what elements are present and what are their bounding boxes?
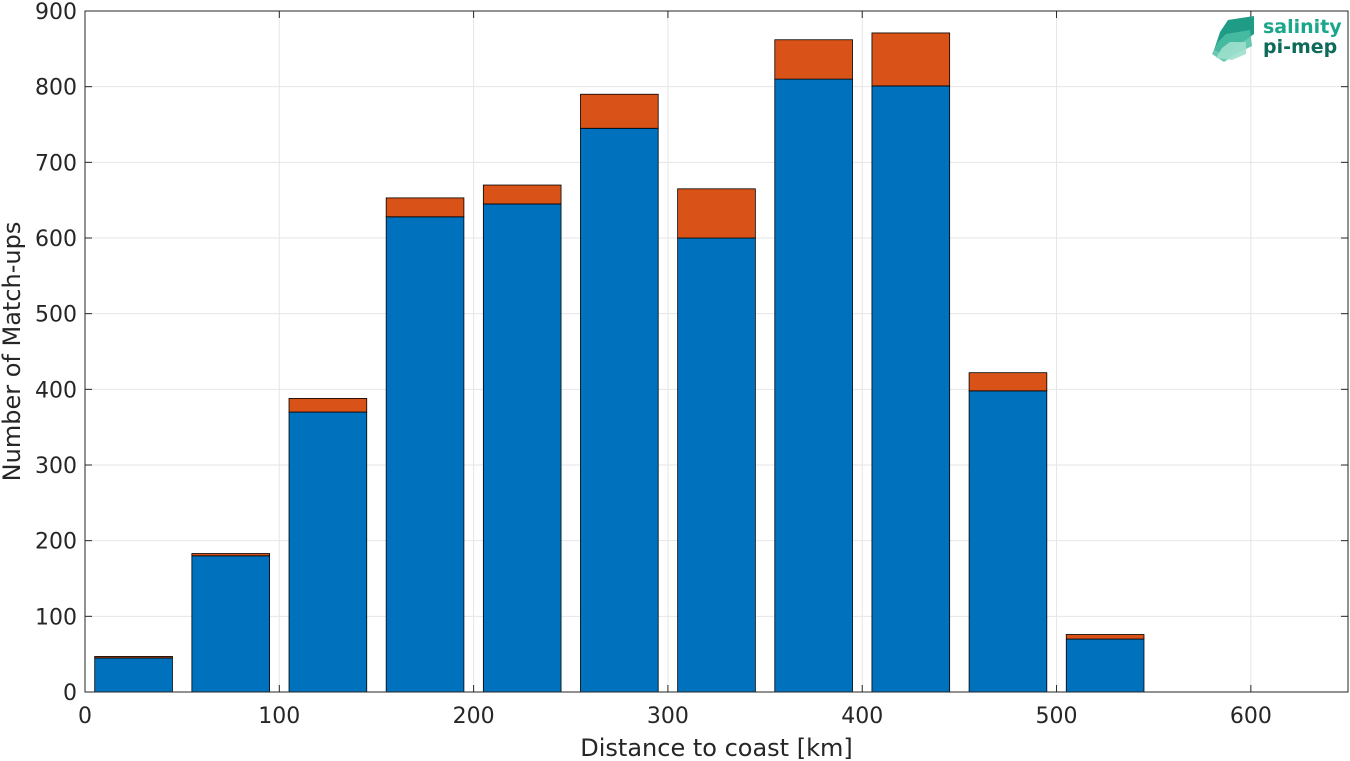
bars [94, 32, 1145, 693]
bar-segment-2 [288, 398, 368, 413]
bar-segment-1 [288, 411, 368, 693]
tick-labels: 0 100 200 300 400 500 600 0 100 200 300 400 500 600 70… [35, 0, 1272, 729]
logo-text-line2: pi-mep [1263, 36, 1337, 58]
bar-segment-2 [482, 184, 562, 205]
y-tick-label: 500 [35, 303, 77, 328]
bar-segment-1 [385, 216, 465, 693]
bar-segment-2 [191, 553, 270, 557]
x-tick-label: 500 [1036, 704, 1078, 729]
bar-segment-1 [580, 127, 659, 693]
bar-segment-1 [191, 555, 270, 693]
bar-segment-1 [677, 237, 756, 693]
y-tick-label: 600 [35, 227, 77, 252]
x-tick-label: 200 [453, 704, 495, 729]
x-tick-label: 400 [841, 704, 883, 729]
y-tick-label: 200 [35, 530, 77, 555]
y-tick-label: 900 [35, 0, 77, 25]
x-tick-label: 0 [78, 704, 92, 729]
y-tick-label: 0 [63, 681, 77, 706]
wave-icon [1212, 16, 1254, 62]
bar-segment-2 [94, 656, 173, 659]
logo-text-line1: salinity [1263, 16, 1342, 38]
bar-segment-2 [1065, 634, 1145, 640]
bar-segment-1 [871, 85, 951, 693]
y-tick-label: 400 [35, 378, 77, 403]
y-axis-title: Number of Match-ups [0, 222, 26, 482]
x-axis-title: Distance to coast [km] [580, 734, 852, 761]
bar-segment-2 [580, 93, 659, 129]
y-tick-label: 800 [35, 76, 77, 101]
bar-segment-2 [677, 188, 756, 239]
x-tick-label: 600 [1230, 704, 1272, 729]
bar-segment-1 [482, 203, 562, 693]
y-tick-label: 300 [35, 454, 77, 479]
y-tick-label: 100 [35, 605, 77, 630]
bar-segment-2 [871, 32, 951, 87]
bar-segment-1 [968, 390, 1048, 693]
x-tick-label: 100 [258, 704, 300, 729]
ticks [84, 10, 1348, 693]
x-tick-label: 300 [647, 704, 689, 729]
salinity-pi-mep-logo: salinity pi-mep [1210, 12, 1345, 67]
bar-segment-1 [94, 657, 173, 693]
bar-segment-2 [385, 197, 465, 218]
axes-box [84, 10, 1349, 693]
bar-segment-1 [1065, 638, 1145, 693]
y-tick-label: 700 [35, 151, 77, 176]
bar-segment-2 [968, 372, 1048, 392]
bar-segment-1 [774, 78, 853, 693]
bar-segment-2 [774, 39, 853, 80]
